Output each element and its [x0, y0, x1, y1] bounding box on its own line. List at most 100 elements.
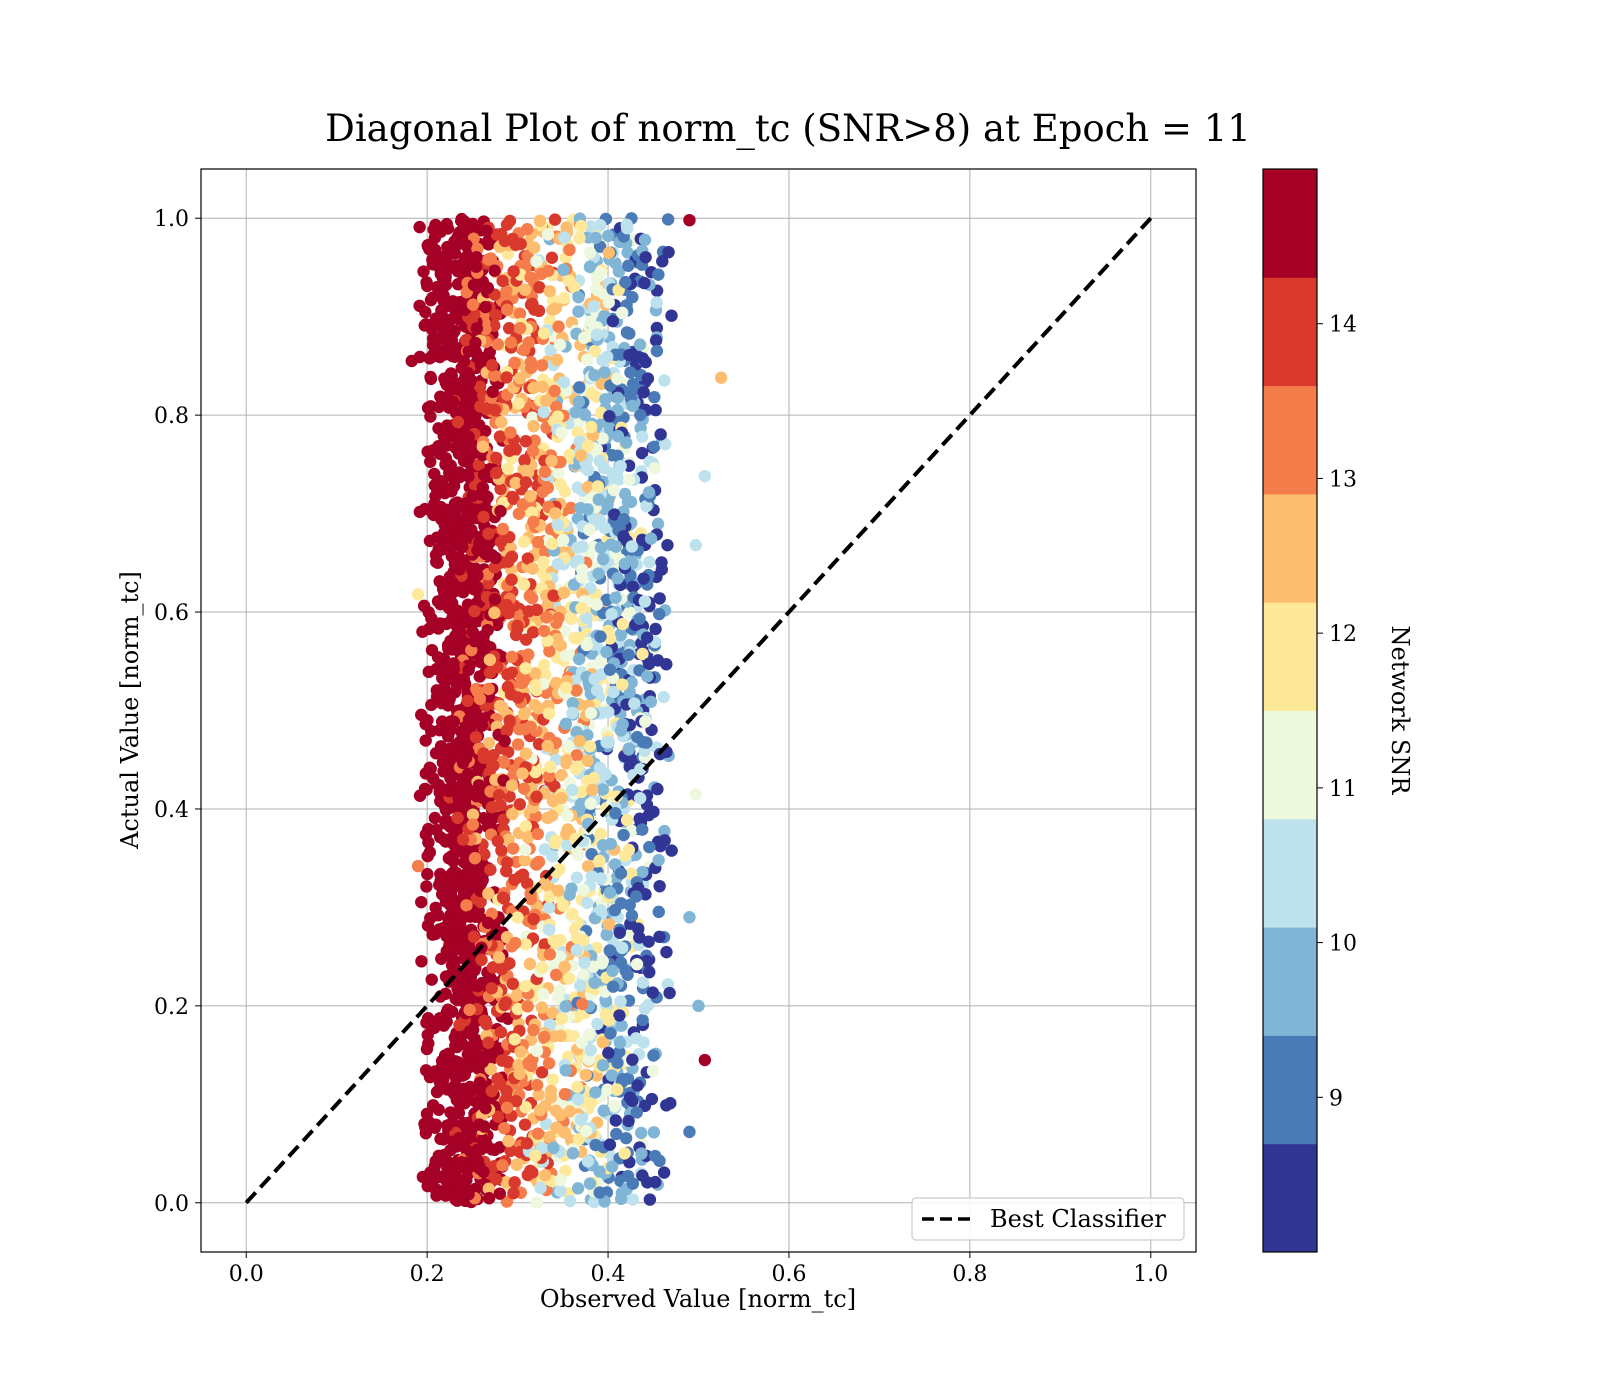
- scatter-point-3591: [554, 934, 567, 947]
- scatter-point-3027: [437, 429, 451, 443]
- scatter-point-2593: [502, 1134, 515, 1148]
- scatter-point-3399: [537, 624, 551, 638]
- scatter-point-3071: [566, 706, 579, 720]
- scatter-point-2006: [415, 708, 428, 722]
- scatter-point-3426: [539, 394, 553, 408]
- outlier-point-4: [689, 538, 702, 552]
- scatter-point-3580: [513, 870, 527, 883]
- scatter-point-1905: [622, 259, 635, 272]
- scatter-point-3294: [543, 769, 556, 783]
- scatter-point-3472: [525, 506, 539, 519]
- scatter-point-2936: [466, 808, 480, 821]
- scatter-point-1889: [500, 284, 513, 298]
- scatter-point-3327: [554, 1029, 567, 1043]
- scatter-point-2406: [460, 899, 473, 912]
- scatter-point-3594: [524, 720, 537, 734]
- scatter-point-3229: [473, 536, 486, 550]
- scatter-point-2585: [532, 1088, 545, 1101]
- scatter-point-3566: [452, 748, 466, 761]
- scatter-point-3262: [603, 1138, 617, 1151]
- scatter-point-2711: [638, 233, 652, 247]
- scatter-point-2795: [636, 1169, 649, 1182]
- scatter-point-2256: [609, 1114, 622, 1127]
- scatter-point-3184: [611, 449, 624, 463]
- scatter-point-3581: [515, 676, 528, 690]
- scatter-point-3398: [569, 406, 583, 419]
- scatter-point-2993: [644, 695, 658, 708]
- colorbar-segment-9: [1263, 169, 1317, 278]
- scatter-point-3325: [602, 1014, 615, 1027]
- outlier-point-7: [683, 213, 696, 227]
- scatter-point-642: [433, 575, 446, 588]
- scatter-point-2370: [583, 1028, 596, 1041]
- scatter-point-3221: [583, 260, 597, 274]
- scatter-point-3299: [615, 306, 629, 320]
- scatter-point-3535: [614, 867, 628, 880]
- scatter-point-3286: [488, 593, 502, 606]
- scatter-point-3112: [511, 619, 524, 633]
- scatter-point-3394: [488, 264, 501, 277]
- colorbar-segment-3: [1263, 818, 1317, 928]
- scatter-point-2935: [519, 435, 532, 448]
- scatter-point-3445: [590, 328, 604, 341]
- scatter-point-1981: [442, 1047, 455, 1060]
- scatter-point-2911: [583, 246, 597, 260]
- scatter-point-2956: [562, 274, 575, 287]
- scatter-point-2984: [483, 666, 497, 679]
- scatter-point-2676: [566, 697, 579, 710]
- scatter-point-2608: [526, 297, 539, 311]
- scatter-point-3024: [456, 1037, 469, 1051]
- scatter-point-3026: [495, 415, 508, 429]
- scatter-point-2844: [633, 931, 646, 944]
- scatter-point-2921: [640, 954, 653, 968]
- scatter-point-3367: [557, 586, 571, 599]
- scatter-point-3075: [497, 755, 510, 768]
- scatter-point-3685: [584, 1044, 597, 1057]
- scatter-point-3545: [596, 1059, 610, 1072]
- scatter-point-3605: [570, 943, 583, 957]
- scatter-point-3593: [429, 1182, 442, 1196]
- scatter-point-3113: [535, 359, 549, 372]
- scatter-point-3020: [541, 634, 554, 647]
- scatter-point-936: [438, 256, 452, 269]
- scatter-point-2787: [605, 1069, 618, 1082]
- scatter-point-3578: [607, 483, 621, 497]
- scatter-point-2937: [434, 500, 448, 514]
- scatter-point-3128: [501, 680, 515, 694]
- scatter-point-3202: [498, 998, 511, 1012]
- scatter-point-2661: [451, 982, 464, 995]
- scatter-point-3571: [527, 241, 541, 254]
- scatter-point-2717: [430, 531, 444, 544]
- scatter-point-3624: [606, 314, 620, 328]
- scatter-point-1584: [453, 470, 466, 484]
- scatter-point-2278: [447, 715, 461, 728]
- scatter-point-3088: [614, 629, 627, 642]
- y-tick-label-2: 0.4: [154, 798, 189, 823]
- scatter-point-3526: [454, 876, 468, 890]
- scatter-point-2803: [608, 858, 622, 871]
- scatter-point-3556: [595, 957, 609, 970]
- scatter-point-3149: [476, 440, 490, 453]
- scatter-point-3514: [605, 1160, 619, 1173]
- scatter-point-1061: [545, 251, 559, 264]
- scatter-point-2076: [518, 854, 531, 867]
- scatter-point-2391: [573, 232, 586, 245]
- scatter-point-3051: [511, 691, 525, 704]
- scatter-point-3682: [546, 537, 559, 551]
- scatter-point-2963: [542, 707, 556, 720]
- scatter-point-2180: [660, 658, 673, 671]
- scatter-point-3228: [615, 941, 629, 955]
- scatter-point-3283: [553, 338, 567, 351]
- scatter-point-3636: [507, 265, 520, 278]
- scatter-point-3068: [526, 444, 540, 458]
- scatter-point-2540: [622, 1114, 635, 1128]
- scatter-point-2812: [430, 684, 443, 697]
- scatter-point-3452: [481, 281, 495, 295]
- scatter-point-2063: [421, 239, 435, 252]
- scatter-point-2983: [648, 462, 661, 475]
- x-tick-label-2: 0.4: [591, 1262, 626, 1287]
- scatter-point-3555: [434, 1016, 447, 1029]
- scatter-point-3050: [570, 749, 583, 762]
- scatter-point-3485: [557, 291, 571, 305]
- scatter-point-2698: [537, 555, 550, 569]
